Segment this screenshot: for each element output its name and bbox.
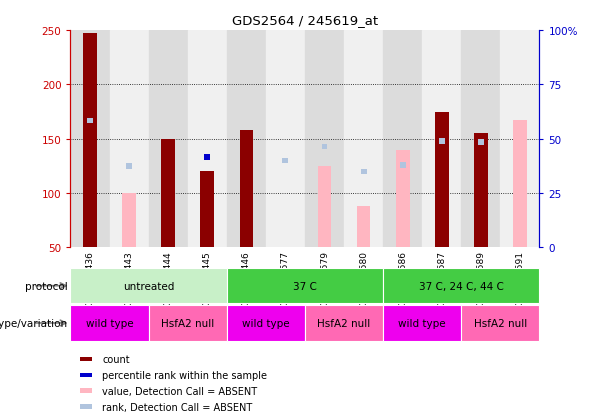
Bar: [80, 389, 93, 393]
Bar: [240, 131, 253, 248]
Bar: [474, 134, 488, 248]
Bar: [110, 31, 149, 248]
Title: GDS2564 / 245619_at: GDS2564 / 245619_at: [232, 14, 378, 27]
Text: rank, Detection Call = ABSENT: rank, Detection Call = ABSENT: [102, 402, 253, 412]
Bar: [80, 373, 93, 377]
Bar: [478, 140, 484, 145]
Bar: [87, 118, 93, 123]
Bar: [70, 306, 149, 341]
Bar: [500, 31, 539, 248]
Bar: [462, 31, 500, 248]
Text: untreated: untreated: [123, 281, 174, 291]
Text: 37 C: 37 C: [293, 281, 317, 291]
Bar: [227, 268, 383, 304]
Bar: [80, 404, 93, 409]
Bar: [70, 268, 227, 304]
Text: HsfA2 null: HsfA2 null: [161, 318, 215, 328]
Text: wild type: wild type: [86, 318, 134, 328]
Text: count: count: [102, 354, 130, 364]
Bar: [400, 163, 406, 168]
Text: 37 C, 24 C, 44 C: 37 C, 24 C, 44 C: [419, 281, 504, 291]
Bar: [122, 194, 136, 248]
Bar: [188, 31, 227, 248]
Bar: [513, 121, 527, 248]
Bar: [357, 206, 370, 248]
Bar: [344, 31, 383, 248]
Bar: [83, 34, 97, 248]
Text: HsfA2 null: HsfA2 null: [474, 318, 527, 328]
Bar: [383, 31, 422, 248]
Bar: [305, 31, 344, 248]
Bar: [149, 31, 188, 248]
Bar: [435, 112, 449, 248]
Bar: [200, 172, 214, 248]
Bar: [360, 169, 367, 175]
Text: value, Detection Call = ABSENT: value, Detection Call = ABSENT: [102, 386, 257, 396]
Text: protocol: protocol: [25, 281, 67, 291]
Bar: [126, 164, 132, 169]
Bar: [240, 190, 253, 248]
Bar: [318, 166, 332, 248]
Bar: [396, 150, 409, 248]
Bar: [204, 155, 210, 161]
Bar: [149, 306, 227, 341]
Bar: [383, 306, 462, 341]
Text: wild type: wild type: [242, 318, 290, 328]
Bar: [227, 306, 305, 341]
Bar: [305, 306, 383, 341]
Bar: [80, 357, 93, 361]
Bar: [283, 158, 288, 164]
Text: wild type: wild type: [398, 318, 446, 328]
Bar: [422, 31, 462, 248]
Bar: [322, 144, 327, 150]
Bar: [266, 31, 305, 248]
Bar: [161, 140, 175, 248]
Bar: [227, 31, 266, 248]
Bar: [70, 31, 110, 248]
Bar: [439, 139, 444, 144]
Text: genotype/variation: genotype/variation: [0, 318, 67, 328]
Bar: [462, 306, 539, 341]
Text: percentile rank within the sample: percentile rank within the sample: [102, 370, 267, 380]
Bar: [383, 268, 539, 304]
Text: HsfA2 null: HsfA2 null: [318, 318, 371, 328]
